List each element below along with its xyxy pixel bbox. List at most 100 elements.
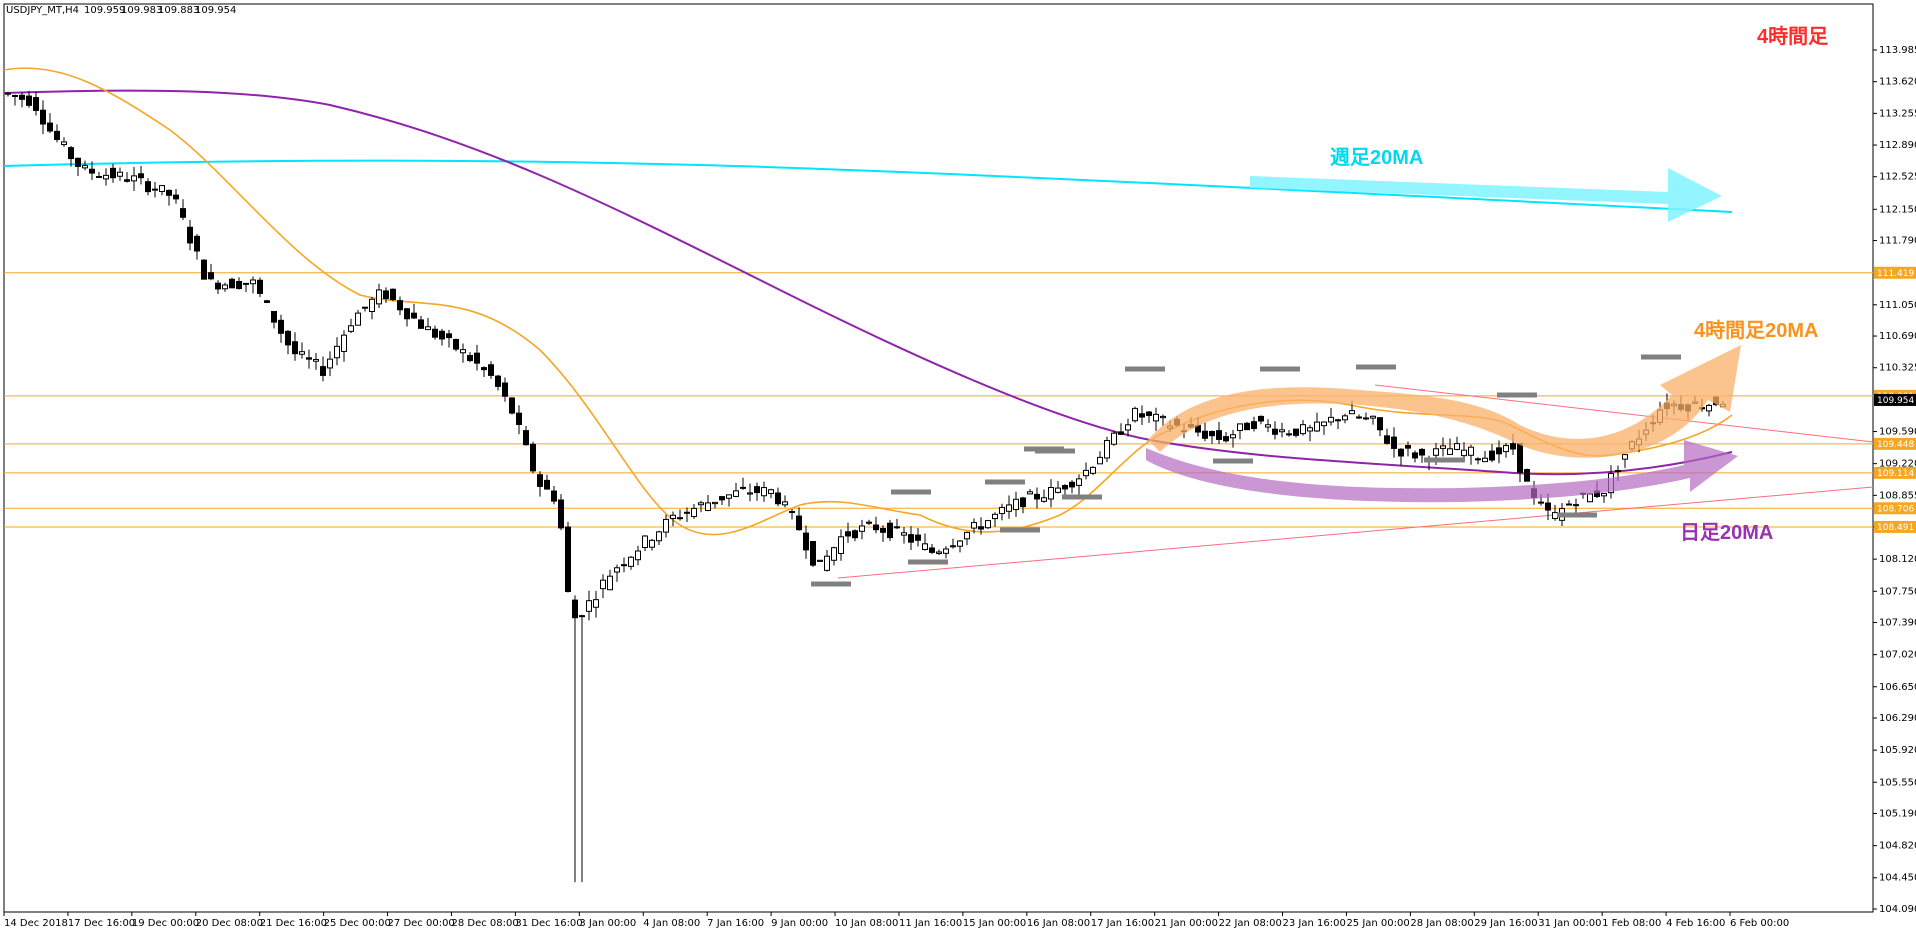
candle-up [705, 502, 711, 511]
candle-up [1454, 443, 1460, 450]
y-tick-label: 107.750 [1879, 586, 1916, 597]
candle-up [1440, 445, 1446, 449]
candle-down [1216, 430, 1222, 440]
swing-marker-11 [1213, 458, 1253, 464]
candle-up [859, 525, 865, 532]
candle-up [628, 556, 634, 567]
daily-ma-line [3, 89, 1733, 476]
candle-down [1517, 442, 1523, 473]
swing-marker-4 [1641, 354, 1681, 360]
x-tick-label: 21 Dec 16:00 [260, 918, 327, 929]
candle-down [754, 486, 760, 494]
candle-up [327, 358, 333, 369]
candle-up [936, 551, 942, 554]
candle-down [208, 272, 214, 280]
candle-down [215, 282, 221, 290]
candle-up [348, 325, 354, 332]
swing-marker-10 [1000, 527, 1040, 533]
x-tick-label: 25 Jan 00:00 [1346, 918, 1409, 929]
candle-down [257, 279, 263, 294]
x-tick-label: 31 Jan 00:00 [1538, 918, 1601, 929]
y-tick-label: 105.550 [1879, 777, 1916, 788]
candle-down [19, 94, 25, 100]
candle-up [313, 358, 319, 362]
x-tick-label: 15 Jan 00:00 [963, 918, 1026, 929]
candle-down [488, 364, 494, 376]
candle-down [1573, 504, 1579, 507]
y-tick-label: 104.820 [1879, 841, 1916, 852]
candle-down [880, 527, 886, 533]
candle-up [1342, 415, 1348, 421]
candle-up [341, 334, 347, 352]
candle-up [950, 545, 956, 548]
candle-up [698, 502, 704, 506]
candle-down [243, 282, 249, 285]
candle-up [1314, 421, 1320, 432]
candle-down [502, 382, 508, 397]
candle-up [1587, 493, 1593, 503]
candle-up [866, 521, 872, 524]
daily-ma-label: 日足20MA [1680, 522, 1773, 544]
candle-up [768, 489, 774, 494]
timeframe-label: 4時間足 [1757, 24, 1829, 48]
candle-up [649, 539, 655, 548]
candle-up [1503, 445, 1509, 453]
candle-up [117, 171, 123, 177]
x-tick-label: 3 Jan 00:00 [579, 918, 636, 929]
x-tick-label: 4 Jan 08:00 [643, 918, 700, 929]
candle-down [1034, 493, 1040, 500]
candle-down [68, 147, 74, 160]
candle-down [404, 308, 410, 320]
candle-up [334, 345, 340, 359]
candle-up [1027, 491, 1033, 495]
candle-up [964, 531, 970, 540]
candle-down [306, 357, 312, 360]
current-price-bg [1874, 393, 1916, 406]
candle-down [1496, 447, 1502, 455]
candle-down [1391, 436, 1397, 449]
level-label-2: 109.448 [1877, 440, 1914, 450]
candle-down [803, 532, 809, 551]
candle-down [173, 194, 179, 200]
candle-down [75, 157, 81, 167]
trend-lines [837, 384, 1874, 579]
support-trend-line [837, 486, 1874, 579]
candle-up [726, 494, 732, 499]
candle-up [817, 559, 823, 562]
candle-up [691, 507, 697, 518]
swing-marker-3 [1497, 392, 1537, 398]
y-tick-label: 107.390 [1879, 618, 1916, 629]
level-label-bg-2 [1874, 437, 1916, 450]
candle-down [12, 94, 18, 97]
candle-down [796, 515, 802, 531]
candle-down [271, 310, 277, 323]
candle-down [551, 490, 557, 502]
candle-up [1328, 416, 1334, 423]
candle-up [600, 579, 606, 590]
candle-up [369, 298, 375, 313]
candle-down [1118, 431, 1124, 435]
candle-down [432, 328, 438, 338]
candle-down [110, 167, 116, 179]
y-tick-label: 113.985 [1879, 45, 1916, 56]
candle-down [229, 278, 235, 289]
level-label-0: 111.419 [1877, 269, 1914, 279]
horizontal-levels [4, 272, 1873, 528]
y-tick-label: 108.855 [1879, 490, 1916, 501]
candle-up [1013, 498, 1019, 511]
candle-up [362, 306, 368, 309]
candle-down [530, 443, 536, 472]
x-tick-label: 17 Dec 16:00 [68, 918, 135, 929]
candle-up [1132, 407, 1138, 422]
candle-down [1384, 435, 1390, 444]
candle-up [586, 600, 592, 612]
candle-up [1433, 448, 1439, 456]
candle-down [495, 375, 501, 387]
candle-up [747, 492, 753, 495]
candle-up [1153, 413, 1159, 422]
candle-down [397, 300, 403, 311]
candle-up [1279, 429, 1285, 433]
x-tick-label: 21 Jan 00:00 [1155, 918, 1218, 929]
candle-down [1202, 430, 1208, 439]
